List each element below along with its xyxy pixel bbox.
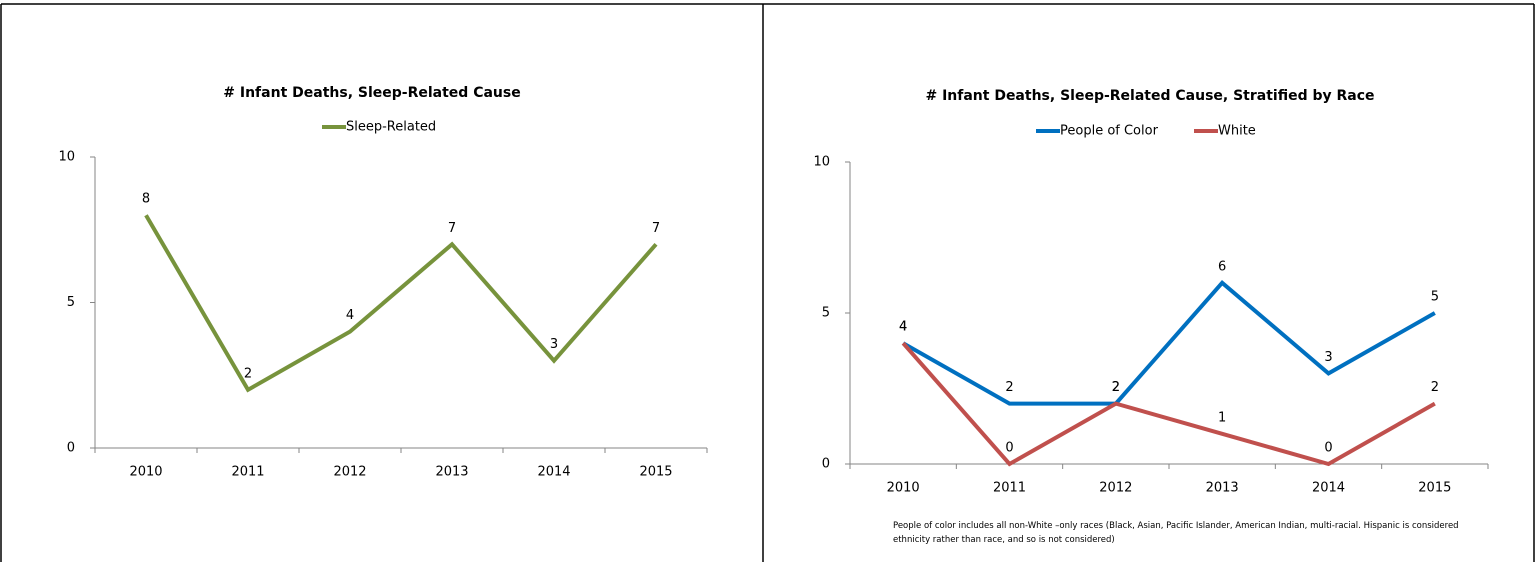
series-line: [902, 280, 1436, 406]
series-line: [901, 341, 1436, 467]
x-tick-label: 2010: [129, 465, 162, 480]
data-label: 2: [1112, 380, 1120, 395]
data-label: 4: [899, 320, 907, 335]
data-label: 1: [1218, 410, 1226, 425]
legend-label: Sleep-Related: [346, 120, 436, 135]
y-tick-label: 5: [822, 306, 830, 321]
x-tick-label: 2012: [333, 465, 366, 480]
legend-label: People of Color: [1060, 124, 1159, 139]
x-tick-label: 2014: [537, 465, 570, 480]
x-tick-label: 2014: [1312, 481, 1345, 496]
data-label: 6: [1218, 259, 1226, 274]
data-label: 7: [448, 221, 456, 236]
x-tick-label: 2011: [231, 465, 264, 480]
y-tick-label: 5: [67, 295, 75, 310]
x-tick-label: 2012: [1099, 481, 1132, 496]
x-tick-label: 2015: [1418, 481, 1451, 496]
footnote: People of color includes all non-White –…: [893, 521, 1459, 545]
y-tick-label: 0: [67, 441, 75, 456]
chart-title: # Infant Deaths, Sleep-Related Cause, St…: [925, 88, 1374, 104]
data-label: 2: [1005, 380, 1013, 395]
data-label: 3: [550, 337, 558, 352]
y-tick-label: 10: [813, 155, 830, 170]
data-label: 3: [1324, 350, 1332, 365]
data-label: 2: [244, 366, 252, 381]
legend-label: White: [1218, 124, 1256, 139]
x-tick-label: 2015: [639, 465, 672, 480]
y-tick-label: 10: [58, 150, 75, 165]
data-label: 2: [1431, 380, 1439, 395]
data-label: 0: [1005, 441, 1013, 456]
data-label: 8: [142, 192, 150, 207]
y-tick-label: 0: [822, 457, 830, 472]
data-label: 0: [1324, 441, 1332, 456]
data-label: 7: [652, 221, 660, 236]
x-tick-label: 2010: [887, 481, 920, 496]
chart-title: # Infant Deaths, Sleep-Related Cause: [223, 85, 520, 101]
data-label: 5: [1431, 290, 1439, 305]
x-tick-label: 2013: [435, 465, 468, 480]
data-label: 4: [899, 320, 907, 335]
series-line: [144, 214, 658, 393]
x-tick-label: 2013: [1206, 481, 1239, 496]
data-label: 2: [1112, 380, 1120, 395]
data-label: 4: [346, 308, 354, 323]
x-tick-label: 2011: [993, 481, 1026, 496]
